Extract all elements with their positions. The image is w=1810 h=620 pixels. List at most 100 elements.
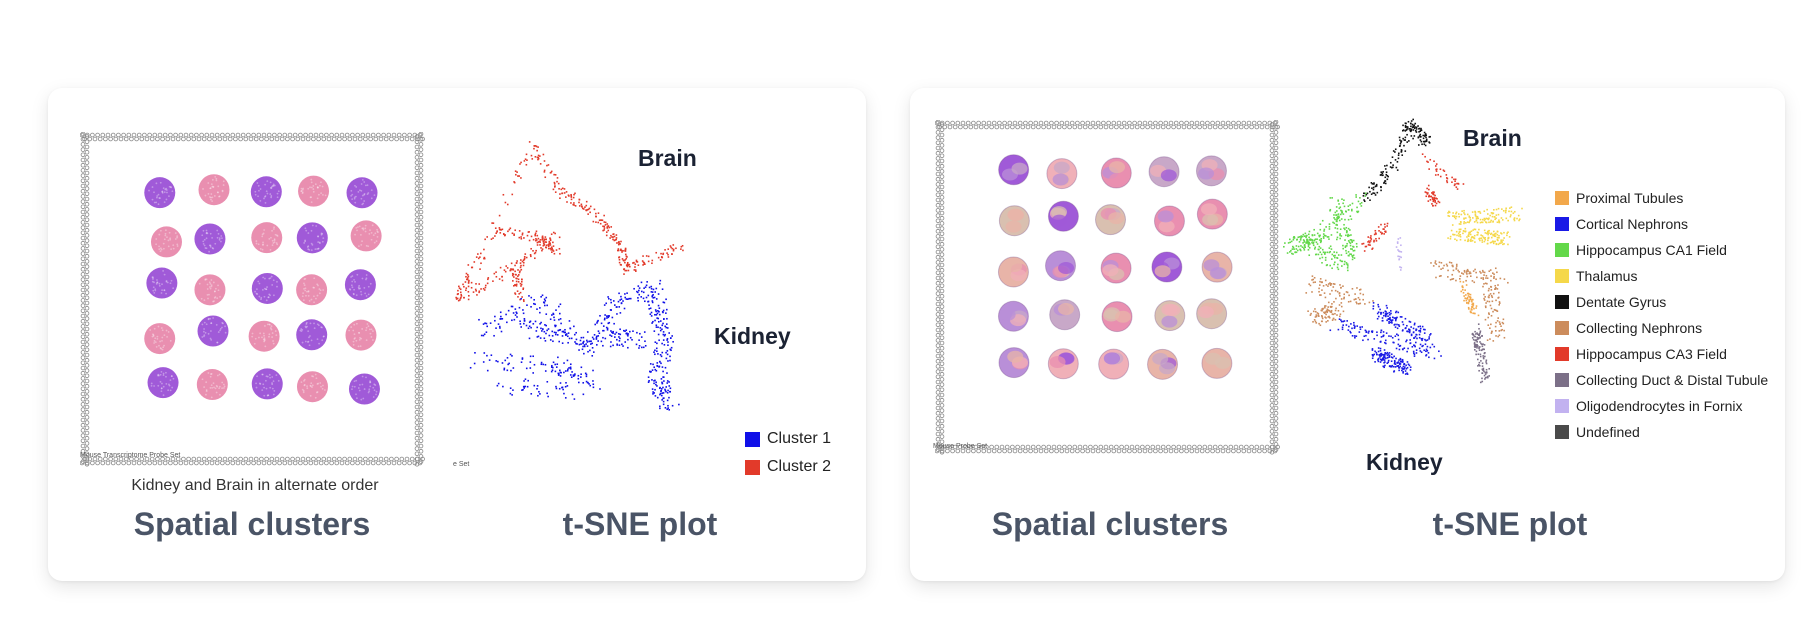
- legend-label: Cortical Nephrons: [1576, 216, 1689, 232]
- tsne-point: [606, 328, 609, 331]
- tsne-point: [1455, 279, 1457, 282]
- legend-swatch: [1555, 243, 1569, 257]
- tsne-point: [544, 300, 547, 302]
- tsne-point: [1393, 370, 1395, 373]
- tsne-point: [1454, 180, 1456, 183]
- tsne-point: [1513, 219, 1516, 222]
- tsne-point: [1466, 273, 1468, 275]
- tsne-point: [511, 355, 513, 357]
- tsne-point: [528, 295, 530, 297]
- tsne-point: [1460, 213, 1463, 216]
- tsne-point: [657, 317, 660, 320]
- tsne-point: [650, 311, 653, 314]
- tsne-point: [1297, 236, 1300, 239]
- tsne-point: [508, 228, 511, 231]
- tsne-point: [1495, 208, 1498, 211]
- tsne-point: [551, 247, 553, 250]
- tsne-point: [595, 336, 598, 339]
- tsne-point: [1425, 348, 1428, 351]
- tsne-point: [466, 278, 469, 281]
- tsne-point: [1455, 267, 1458, 269]
- tsne-point: [519, 270, 521, 273]
- tsne-point: [548, 240, 551, 243]
- tsne-point: [1307, 233, 1310, 236]
- tsne-point: [1327, 283, 1330, 285]
- tsne-point: [1341, 328, 1344, 331]
- tsne-point: [544, 176, 547, 179]
- tsne-point: [1456, 188, 1459, 190]
- tsne-point: [644, 300, 646, 303]
- tsne-point: [478, 290, 481, 293]
- tsne-point: [1340, 254, 1343, 256]
- tsne-point: [1314, 281, 1316, 283]
- tsne-point: [1382, 331, 1385, 333]
- tsne-point: [1380, 352, 1383, 355]
- tsne-point: [1371, 330, 1374, 332]
- tsne-point: [542, 301, 545, 304]
- tsne-point: [1372, 186, 1375, 189]
- tsne-point: [1326, 251, 1329, 254]
- tsne-point: [1399, 358, 1402, 361]
- tsne-point: [670, 246, 672, 249]
- tsne-point: [1386, 222, 1389, 225]
- tsne-point: [1492, 240, 1494, 243]
- tsne-point: [651, 301, 654, 304]
- tsne-point: [1336, 210, 1338, 212]
- tsne-point: [1333, 255, 1335, 257]
- tsne-point: [1338, 207, 1341, 210]
- tsne-point: [575, 331, 577, 334]
- tsne-point: [1380, 173, 1382, 176]
- tsne-point: [1299, 249, 1302, 252]
- tsne-point: [587, 208, 590, 211]
- tsne-point: [1403, 362, 1406, 365]
- tsne-point: [1331, 267, 1333, 270]
- tsne-point: [1404, 130, 1407, 132]
- tsne-point: [1339, 228, 1342, 231]
- tsne-point: [1333, 301, 1335, 303]
- tsne-point: [499, 266, 502, 269]
- tsne-point: [592, 369, 594, 372]
- tsne-point: [1459, 221, 1462, 223]
- tsne-point: [516, 277, 518, 280]
- tsne-point: [1298, 241, 1301, 243]
- tsne-point: [582, 341, 584, 344]
- kidney-spot: [198, 174, 230, 206]
- tsne-point: [627, 334, 629, 337]
- tsne-point: [1408, 331, 1411, 334]
- tsne-point: [1385, 342, 1387, 345]
- tsne-point: [1462, 291, 1465, 294]
- tsne-point: [1446, 180, 1448, 182]
- tsne-point: [1454, 238, 1456, 241]
- tsne-point: [655, 383, 657, 386]
- tsne-point: [1486, 242, 1489, 245]
- tsne-point: [1373, 353, 1376, 356]
- tsne-point: [1474, 214, 1477, 217]
- tsne-point: [1327, 320, 1329, 322]
- tsne-point: [1358, 331, 1361, 333]
- tsne-point: [543, 171, 546, 173]
- tsne-point: [618, 292, 620, 295]
- tsne-point: [1380, 189, 1382, 192]
- tsne-point: [1500, 329, 1502, 332]
- tsne-point: [544, 241, 546, 243]
- tsne-point: [1343, 199, 1345, 202]
- tsne-point: [1318, 234, 1320, 237]
- tsne-point: [546, 329, 548, 332]
- tsne-point: [486, 369, 489, 372]
- tsne-point: [603, 227, 606, 229]
- tsne-point: [1490, 289, 1493, 291]
- tsne-point: [484, 322, 486, 324]
- tsne-point: [1384, 356, 1386, 359]
- tsne-point: [654, 353, 656, 356]
- tsne-point: [1335, 214, 1337, 216]
- tsne-point: [1459, 228, 1462, 231]
- tsne-point: [1346, 320, 1348, 322]
- tsne-point: [1435, 163, 1438, 165]
- tsne-point: [563, 392, 565, 395]
- tsne-point: [1476, 347, 1478, 349]
- tsne-point: [1308, 247, 1311, 249]
- tsne-point: [491, 222, 493, 224]
- tsne-point: [657, 353, 659, 355]
- tsne-point: [619, 243, 621, 245]
- tsne-point: [1328, 223, 1331, 225]
